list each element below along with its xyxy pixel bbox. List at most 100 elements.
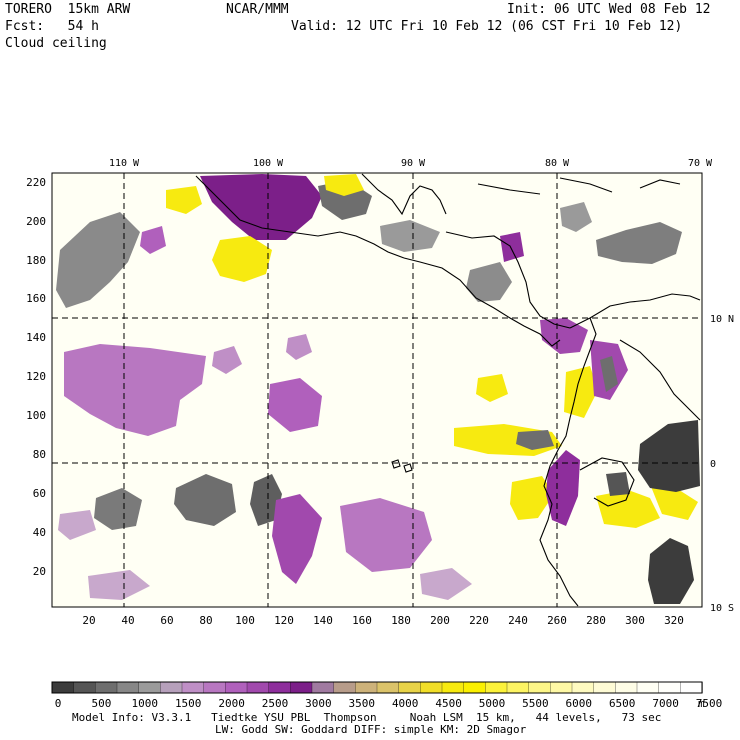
- y-ticks: 220 200 180 160 140 120 100 80 60 40 20: [26, 176, 46, 578]
- colorbar-cell: [550, 681, 573, 694]
- colorbar-cell: [268, 681, 291, 694]
- colorbar-cell: [73, 681, 96, 694]
- y-tick: 180: [26, 254, 46, 267]
- central-america-caribbean-coast: [445, 231, 571, 329]
- init-time: Init: 06 UTC Wed 08 Feb 12: [507, 2, 711, 17]
- colorbar-cell: [225, 681, 248, 694]
- yellow-cloud-region: [564, 366, 598, 418]
- amazon-outline: [579, 457, 635, 507]
- x-tick: 320: [664, 614, 684, 627]
- yellow-cloud-region: [324, 174, 364, 196]
- grey-cloud-region: [250, 474, 282, 526]
- x-tick: 100: [235, 614, 255, 627]
- colorbar-label: 7500: [696, 697, 723, 710]
- colorbar-label: 2000: [218, 697, 245, 710]
- grey-cloud-region: [560, 202, 592, 232]
- y-tick: 60: [33, 487, 46, 500]
- yellow-cloud-region: [212, 236, 272, 282]
- colorbar-label: 1000: [132, 697, 159, 710]
- dark-grey-cloud-region: [648, 538, 694, 604]
- physics-info-line: LW: Godd SW: Goddard DIFF: simple KM: 2D…: [215, 723, 527, 736]
- lon-label: 80 W: [545, 158, 570, 169]
- x-tick: 300: [625, 614, 645, 627]
- dark-grey-cloud-region: [638, 420, 700, 492]
- x-tick: 120: [274, 614, 294, 627]
- x-tick: 180: [391, 614, 411, 627]
- yucatan-coast: [361, 173, 447, 216]
- lon-label: 70 W: [688, 158, 713, 169]
- y-tick: 200: [26, 215, 46, 228]
- colorbar-cell: [355, 681, 378, 694]
- x-tick: 40: [121, 614, 134, 627]
- lon-label: 110 W: [109, 158, 140, 169]
- colorbar-cell: [95, 681, 118, 694]
- colorbar-cell: [528, 681, 551, 694]
- model-title: TORERO 15km ARW: [5, 2, 131, 17]
- lon-label: 100 W: [253, 158, 284, 169]
- lon-label: 90 W: [401, 158, 426, 169]
- x-tick: 20: [82, 614, 95, 627]
- colorbar-frame: [51, 681, 703, 694]
- colorbar-labels: 0 500 1000 1500 2000 2500 3000 3500 4000 4500 5000…: [55, 697, 723, 710]
- x-tick: 260: [547, 614, 567, 627]
- colorbar-cell: [181, 681, 205, 694]
- purple-cloud-region: [272, 494, 322, 584]
- colorbar-cell: [376, 681, 400, 694]
- colorbar-unit: m: [698, 697, 705, 710]
- colorbar-label: 1500: [175, 697, 202, 710]
- colorbar-label: 0: [55, 697, 62, 710]
- purple-cloud-region: [64, 344, 206, 436]
- colorbar-cell: [463, 681, 486, 694]
- grey-cloud-region: [516, 430, 554, 450]
- colorbar-cell: [203, 681, 226, 694]
- lat-label: 10 S: [710, 603, 734, 614]
- colorbar-cell: [160, 681, 183, 694]
- colorbar-cell: [593, 681, 616, 694]
- colorbar-cell: [571, 681, 595, 694]
- y-tick: 80: [33, 448, 46, 461]
- yellow-cloud-region: [596, 490, 660, 528]
- colorbar-cell: [290, 681, 313, 694]
- grey-cloud-region: [596, 222, 682, 264]
- yellow-cloud-region: [476, 374, 508, 402]
- colorbar-cell: [680, 681, 703, 694]
- x-tick: 200: [430, 614, 450, 627]
- y-tick: 140: [26, 331, 46, 344]
- y-tick: 120: [26, 370, 46, 383]
- colorbar-cell: [51, 681, 75, 694]
- dark-purple-cloud-region: [200, 174, 322, 240]
- lat-label: 0: [710, 459, 716, 470]
- colorbar-label: 7000: [652, 697, 679, 710]
- central-america-coast: [403, 257, 561, 347]
- field-name: Cloud ceiling: [5, 36, 107, 51]
- purple-cloud-region: [140, 226, 166, 254]
- andes-east-outline: [619, 339, 701, 421]
- x-tick: 160: [352, 614, 372, 627]
- map-frame: [51, 172, 703, 608]
- colorbar-label: 2500: [262, 697, 289, 710]
- y-tick: 40: [33, 526, 46, 539]
- yellow-cloud-region: [510, 476, 554, 520]
- colorbar-label: 3000: [305, 697, 332, 710]
- x-tick: 60: [160, 614, 173, 627]
- x-tick: 140: [313, 614, 333, 627]
- colorbar-label: 6000: [566, 697, 593, 710]
- colorbar-cell: [398, 681, 421, 694]
- x-tick: 240: [508, 614, 528, 627]
- y-tick: 160: [26, 292, 46, 305]
- purple-cloud-region: [58, 510, 96, 540]
- dark-grey-cloud-region: [606, 472, 630, 496]
- galapagos-islands: [391, 459, 413, 473]
- ecuador-peru-coast: [539, 449, 579, 607]
- colorbar-cell: [485, 681, 508, 694]
- colorbar-label: 500: [91, 697, 111, 710]
- caribbean-islands: [477, 177, 681, 195]
- purple-cloud-region: [212, 346, 242, 374]
- y-tick: 20: [33, 565, 46, 578]
- longitude-labels: 110 W 100 W 90 W 80 W 70 W: [109, 158, 713, 169]
- colombia-pacific-coast: [557, 317, 597, 451]
- purple-cloud-region: [340, 498, 432, 572]
- colorbar-cells: [51, 681, 703, 694]
- colorbar-cell: [636, 681, 660, 694]
- latitude-labels: 10 N 0 10 S: [710, 314, 734, 614]
